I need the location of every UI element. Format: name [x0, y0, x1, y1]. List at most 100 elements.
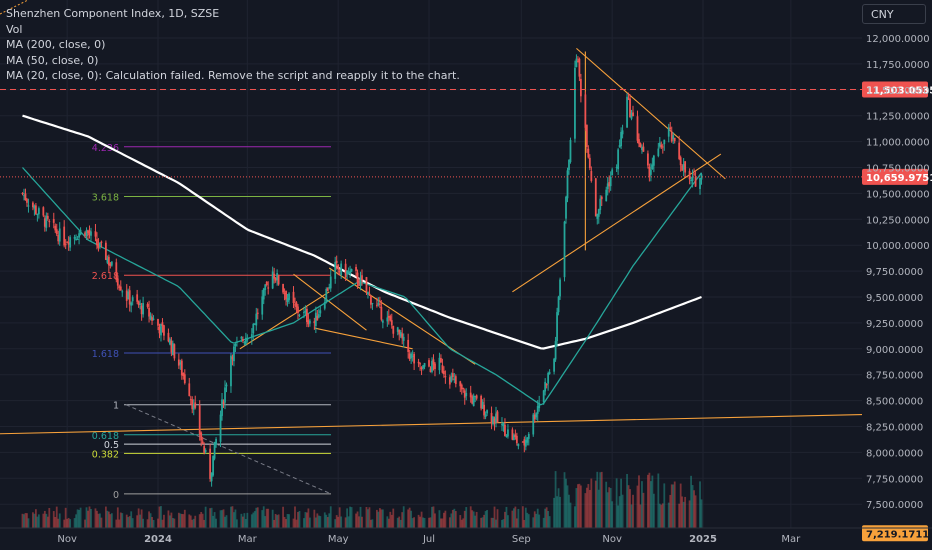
volume-bar	[475, 511, 478, 528]
candle-body	[669, 127, 672, 129]
volume-bar	[451, 509, 454, 528]
x-tick-label: 2024	[144, 534, 172, 545]
volume-bar	[605, 481, 608, 528]
candle-body	[590, 171, 593, 181]
candle-body	[246, 338, 249, 341]
volume-bar	[597, 489, 600, 528]
candle-body	[443, 370, 445, 375]
volume-bar	[441, 518, 444, 528]
candle-body	[431, 361, 433, 372]
volume-bar	[590, 478, 593, 528]
candle-body	[428, 360, 430, 367]
candle-body	[225, 384, 228, 387]
y-tick-label: 8,000.0000	[866, 448, 923, 459]
candle-body	[212, 455, 214, 476]
currency-button[interactable]: CNY	[862, 4, 926, 24]
candle-body	[48, 221, 51, 223]
candle-body	[64, 244, 67, 246]
legend-title[interactable]: Shenzhen Component Index, 1D, SZSE	[6, 7, 220, 20]
time-axis[interactable]: Nov 2024 Mar May Jul Sep Nov 2025 Mar	[0, 527, 932, 545]
volume-bar	[578, 483, 581, 528]
candle-body	[652, 155, 655, 166]
candle-body	[169, 339, 171, 345]
candle-body	[42, 207, 45, 216]
volume-bar	[294, 506, 296, 528]
candle-body	[451, 373, 454, 378]
candle-body	[627, 98, 630, 100]
candle-body	[532, 414, 535, 435]
candle-body	[338, 270, 341, 272]
volume-bar	[380, 509, 383, 528]
candle-body	[104, 242, 107, 260]
volume-bar	[182, 514, 185, 528]
volume-bar	[192, 518, 195, 528]
volume-bar	[679, 483, 682, 528]
candle-body	[471, 396, 474, 404]
legend-ma20[interactable]: MA (20, close, 0): Calculation failed. R…	[6, 69, 460, 82]
volume-bar	[222, 509, 225, 528]
candle-body	[110, 261, 113, 266]
volume-bar	[43, 510, 46, 528]
candle-body	[511, 429, 514, 440]
volume-bar	[73, 518, 76, 528]
volume-bar	[55, 506, 58, 528]
y-tick-label: 10,750.0000	[866, 164, 930, 175]
volume-bar	[334, 519, 337, 528]
candle-body	[584, 94, 587, 128]
volume-bar	[21, 513, 24, 528]
candle-body	[277, 275, 280, 285]
y-tick-label: 11,250.0000	[866, 112, 930, 123]
candle-body	[490, 412, 493, 423]
volume-bar	[471, 510, 474, 528]
candle-body	[642, 146, 645, 152]
trend-line	[328, 267, 476, 365]
candle-body	[356, 272, 359, 283]
legend-ma50[interactable]: MA (50, close, 0)	[6, 53, 99, 67]
candle-body	[146, 304, 149, 307]
candle-body	[307, 320, 310, 325]
volume-bar	[672, 484, 675, 528]
volume-bar	[241, 516, 244, 528]
candle-body	[663, 139, 666, 145]
volume-bar	[559, 496, 561, 528]
candle-body	[681, 165, 684, 171]
volume-bar	[194, 515, 197, 528]
candle-body	[660, 144, 663, 148]
candle-body	[651, 164, 654, 169]
volume-bar	[231, 506, 234, 528]
candle-body	[221, 399, 223, 416]
candle-body	[370, 296, 372, 305]
candle-body	[69, 237, 72, 248]
volume-bar	[57, 518, 60, 528]
volume-bar	[125, 514, 128, 528]
volume-bar	[148, 511, 150, 528]
candle-body	[475, 395, 478, 399]
candle-body	[688, 171, 691, 180]
y-tick-label: 9,250.0000	[866, 319, 923, 330]
volume-bar	[167, 510, 170, 528]
candle-body	[629, 98, 631, 118]
volume-bar	[118, 519, 121, 528]
volume-bar	[453, 508, 456, 528]
candle-body	[157, 318, 159, 326]
volume-bar	[378, 508, 381, 528]
legend-volume[interactable]: Vol	[6, 22, 23, 36]
legend-ma200[interactable]: MA (200, close, 0)	[6, 38, 106, 51]
y-tick-label: 11,500.0000	[866, 86, 930, 97]
candle-body	[118, 286, 121, 288]
volume-bar	[609, 488, 612, 528]
candle-body	[274, 277, 277, 281]
candle-body	[657, 148, 660, 157]
candle-body	[151, 317, 153, 321]
candle-body	[319, 310, 322, 314]
volume-bar	[472, 511, 475, 528]
y-tick-label: 10,500.0000	[866, 189, 930, 200]
candle-body	[161, 322, 164, 326]
volume-bar	[100, 517, 103, 528]
volume-bar	[673, 481, 676, 528]
x-tick-label: Mar	[238, 534, 258, 545]
volume-bar	[337, 516, 340, 528]
candle-body	[182, 373, 185, 377]
price-axis[interactable]: 12,000.0000 11,750.0000 11,500.0000 11,250.…	[866, 34, 930, 511]
